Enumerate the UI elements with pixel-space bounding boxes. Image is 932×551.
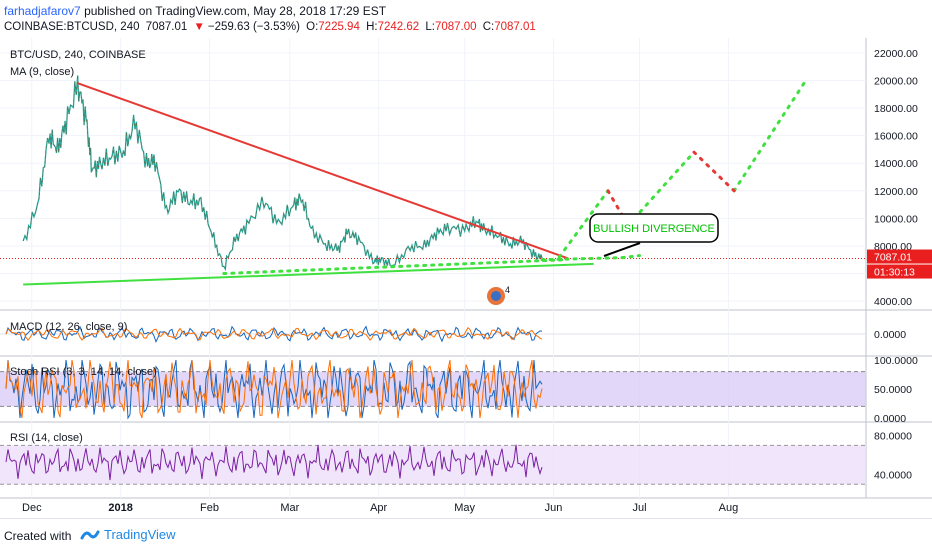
stoch-rsi-label: Stoch RSI (3, 3, 14, 14, close)	[10, 366, 157, 378]
projection-up	[732, 78, 808, 193]
close-label: C:	[482, 21, 495, 33]
dotted-divergence-line	[620, 254, 642, 260]
rsi-label: RSI (14, close)	[10, 432, 83, 444]
stoch-tick-label: 0.0000	[874, 413, 906, 425]
projection-up	[626, 150, 696, 227]
y-tick-label: 16000.00	[874, 131, 918, 143]
close-value: 7087.01	[494, 21, 536, 33]
grid	[0, 38, 932, 499]
x-tick-label: 2018	[108, 502, 132, 514]
last-price-tag-text: 7087.01	[874, 252, 912, 264]
tradingview-logo-icon	[80, 530, 100, 539]
y-tick-label: 22000.00	[874, 48, 918, 60]
dotted-divergence-line	[540, 256, 624, 262]
x-tick-label: Jul	[633, 502, 647, 514]
countdown-tag	[867, 264, 932, 279]
low-label: L:	[425, 21, 435, 33]
price-series-red	[22, 75, 543, 271]
high-label: H:	[366, 21, 378, 33]
macd-tick-label: 0.0000	[874, 329, 906, 341]
ma-indicator-label: MA (9, close)	[10, 66, 74, 78]
tradingview-brand: TradingView	[104, 527, 176, 542]
y-tick-label: 10000.00	[874, 213, 918, 225]
x-tick-label: Jun	[545, 502, 563, 514]
bullish-divergence-callout: BULLISH DIVERGENCE	[589, 213, 719, 257]
x-tick-label: Apr	[370, 502, 387, 514]
down-arrow-icon: ▼	[193, 21, 205, 33]
open-label: O:	[306, 21, 319, 33]
macd-signal-line	[5, 326, 543, 341]
chart-header: farhadjafarov7 published on TradingView.…	[0, 0, 932, 38]
rsi-tick-label: 40.0000	[874, 470, 912, 482]
price-pane	[0, 75, 866, 286]
low-value: 7087.00	[434, 21, 477, 33]
x-tick-label: Aug	[719, 502, 739, 514]
news-badge[interactable]: 4	[487, 285, 510, 305]
stoch-band	[0, 371, 866, 407]
tradingview-link[interactable]: TradingView	[80, 527, 176, 542]
indicator-panes	[0, 325, 866, 485]
divergence-text: BULLISH DIVERGENCE	[593, 223, 715, 235]
dotted-support-line	[222, 258, 567, 276]
footer: Created with TradingView	[0, 518, 932, 551]
y-tick-label: 18000.00	[874, 103, 918, 115]
rsi-line	[5, 444, 543, 481]
author-link[interactable]: farhadjafarov7	[4, 4, 81, 18]
stoch-tick-label: 50.0000	[874, 384, 912, 396]
last-price-tag	[867, 249, 932, 264]
y-tick-label: 4000.00	[874, 296, 912, 308]
support-trendline	[23, 262, 594, 286]
x-tick-label: Mar	[280, 502, 299, 514]
descending-trendline	[77, 82, 569, 260]
y-tick-label: 20000.00	[874, 75, 918, 87]
stoch-tick-label: 100.0000	[874, 355, 918, 367]
published-text: published on TradingView.com, May 28, 20…	[84, 4, 387, 18]
badge-count: 4	[505, 285, 510, 295]
open-value: 7225.94	[318, 21, 360, 33]
price-axis[interactable]: 22000.00 20000.00 18000.00 16000.00 14000.00…	[867, 48, 932, 482]
projection-down	[606, 189, 630, 227]
price-change: −259.63 (−3.53%)	[207, 21, 300, 33]
time-axis[interactable]: Dec 2018 Feb Mar Apr May Jun Jul Aug	[22, 502, 738, 514]
rsi-tick-label: 80.0000	[874, 431, 912, 443]
countdown-tag-text: 01:30:13	[874, 267, 915, 279]
y-tick-label: 14000.00	[874, 158, 918, 170]
stoch-k-line	[5, 359, 543, 420]
pane-labels: BTC/USD, 240, COINBASE MA (9, close) MAC…	[10, 49, 157, 444]
x-tick-label: May	[454, 502, 475, 514]
chart-area[interactable]: 22000.00 20000.00 18000.00 16000.00 14000.00…	[0, 38, 932, 518]
high-value: 7242.62	[377, 21, 420, 33]
ohlc-line: COINBASE:BTCUSD, 240 7087.01 ▼ −259.63 (−…	[4, 21, 539, 33]
chart-title: BTC/USD, 240, COINBASE	[10, 49, 146, 61]
x-tick-label: Feb	[200, 502, 219, 514]
x-tick-label: Dec	[22, 502, 42, 514]
stoch-d-line	[5, 359, 543, 419]
projection-down	[692, 150, 736, 193]
created-with-text: Created with	[4, 529, 72, 543]
publish-line: farhadjafarov7 published on TradingView.…	[4, 4, 386, 18]
last-price: 7087.01	[145, 21, 188, 33]
macd-label: MACD (12, 26, close, 9)	[10, 321, 127, 333]
symbol-label: COINBASE:BTCUSD, 240	[4, 21, 140, 33]
y-tick-label: 12000.00	[874, 186, 918, 198]
